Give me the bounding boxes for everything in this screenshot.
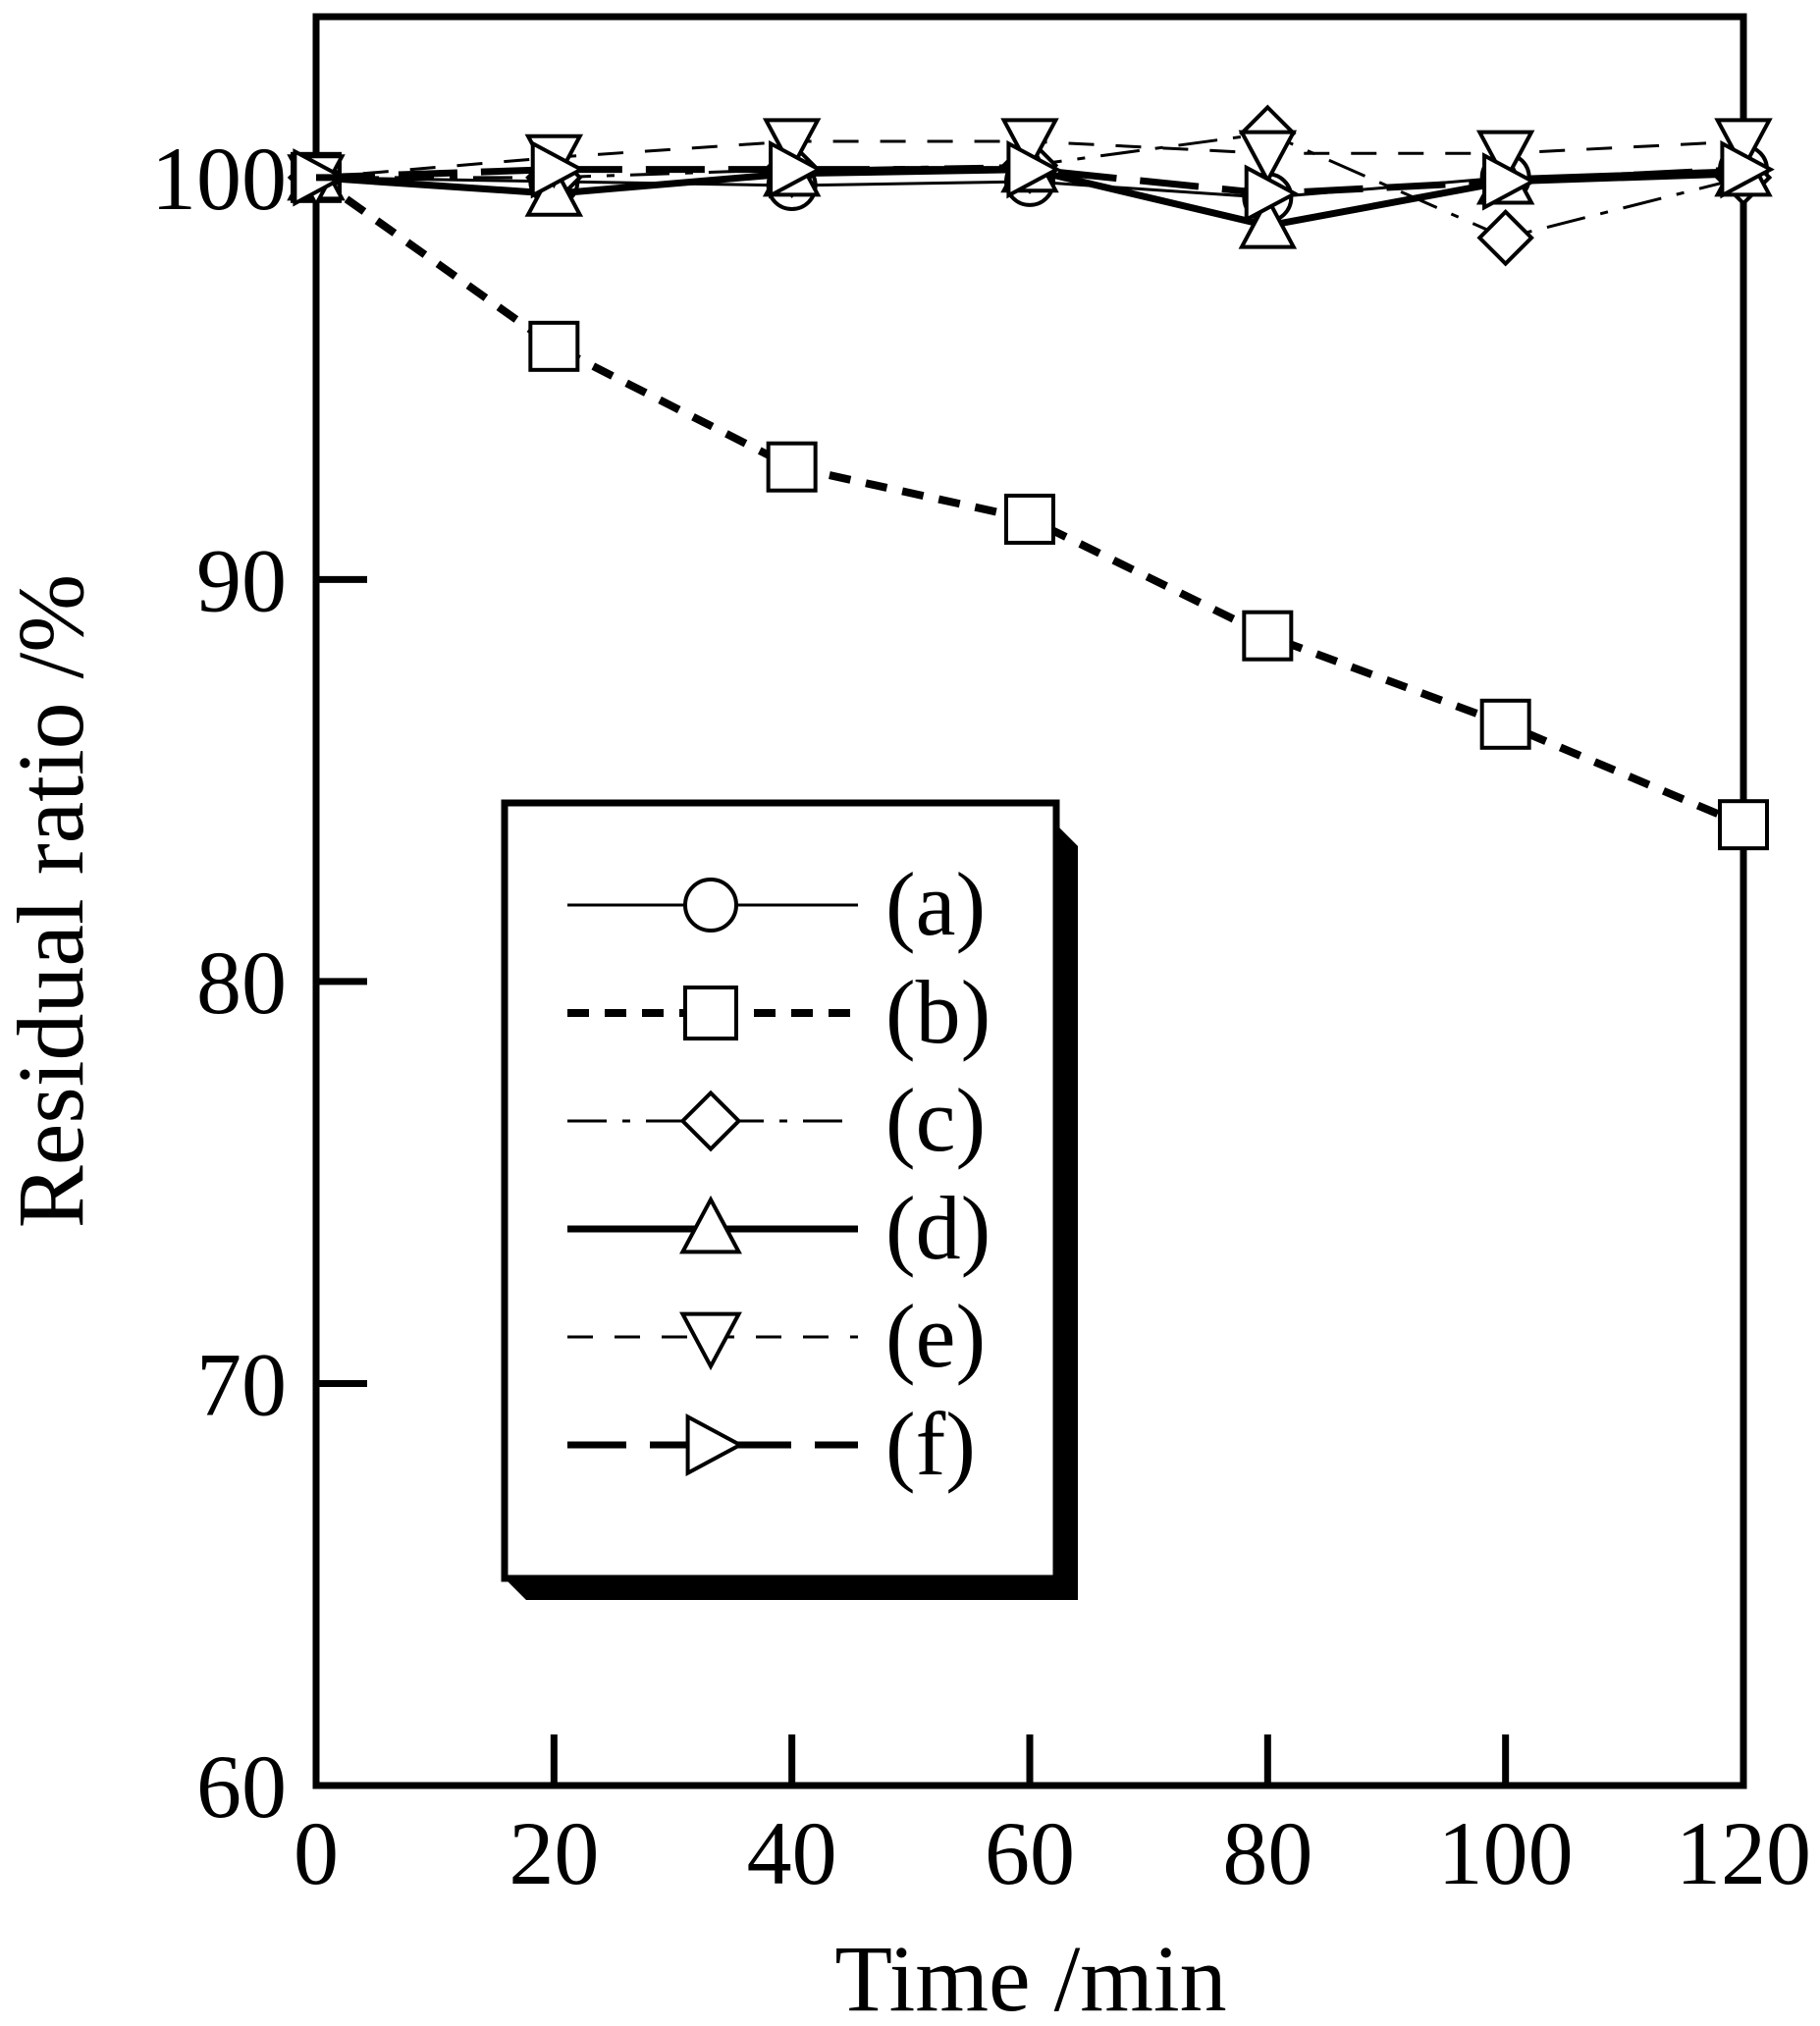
data-point-4-2 [762, 118, 822, 173]
x-axis-title: Time /min [834, 1926, 1226, 2026]
x-tick-label-100: 100 [1438, 1803, 1574, 1903]
data-point-5-4 [1244, 164, 1300, 223]
data-point-1-2 [766, 441, 818, 493]
legend: (a)(b)(c)(d)(e)(f) [501, 799, 1078, 1600]
data-point-5-1 [530, 139, 586, 199]
data-point-5-2 [769, 139, 824, 199]
legend-marker-4 [679, 1311, 742, 1371]
data-point-5-3 [1006, 139, 1061, 199]
legend-marker-2 [679, 1090, 742, 1152]
y-tick-label-100: 100 [151, 129, 287, 229]
legend-marker-5 [685, 1413, 745, 1476]
data-point-4-4 [1238, 130, 1298, 186]
series-1 [291, 151, 1769, 851]
legend-label-3: (d) [885, 1178, 990, 1278]
legend-label-0: (a) [885, 854, 986, 954]
legend-label-4: (e) [885, 1286, 986, 1386]
data-point-3-4 [1238, 194, 1298, 249]
series-5 [293, 139, 1775, 223]
legend-marker-0 [683, 878, 738, 933]
data-point-4-6 [1714, 118, 1773, 173]
legend-marker-1 [683, 986, 738, 1040]
legend-label-2: (c) [885, 1070, 986, 1170]
data-point-5-5 [1482, 152, 1537, 211]
y-axis-title: Residual ratio /% [0, 574, 103, 1229]
data-point-2-5 [1476, 209, 1534, 267]
y-tick-label-80: 80 [196, 933, 287, 1033]
data-point-4-5 [1475, 130, 1535, 186]
data-point-1-1 [528, 320, 580, 372]
x-tick-label-80: 80 [1222, 1803, 1312, 1903]
axis-layer: 60 70 80 90 100 0 20 40 60 80 100 120 [151, 129, 1811, 1903]
x-tick-label-60: 60 [985, 1803, 1075, 1903]
legend-box [501, 799, 1060, 1582]
legend-label-5: (f) [885, 1394, 976, 1494]
data-point-5-6 [1720, 139, 1775, 199]
data-point-1-4 [1242, 610, 1294, 662]
x-tick-label-120: 120 [1676, 1803, 1811, 1903]
x-tick-label-40: 40 [747, 1803, 837, 1903]
series-layer [287, 104, 1775, 851]
x-tick-label-0: 0 [294, 1803, 339, 1903]
legend-label-1: (b) [885, 962, 990, 1062]
x-tick-label-20: 20 [509, 1803, 599, 1903]
data-point-1-3 [1004, 493, 1055, 545]
y-tick-label-60: 60 [196, 1736, 287, 1837]
data-point-1-6 [1718, 799, 1769, 851]
y-tick-label-70: 70 [196, 1334, 287, 1434]
y-tick-label-90: 90 [196, 530, 287, 630]
data-point-1-5 [1479, 698, 1531, 750]
legend-marker-3 [679, 1195, 742, 1254]
data-point-4-3 [1000, 118, 1059, 173]
